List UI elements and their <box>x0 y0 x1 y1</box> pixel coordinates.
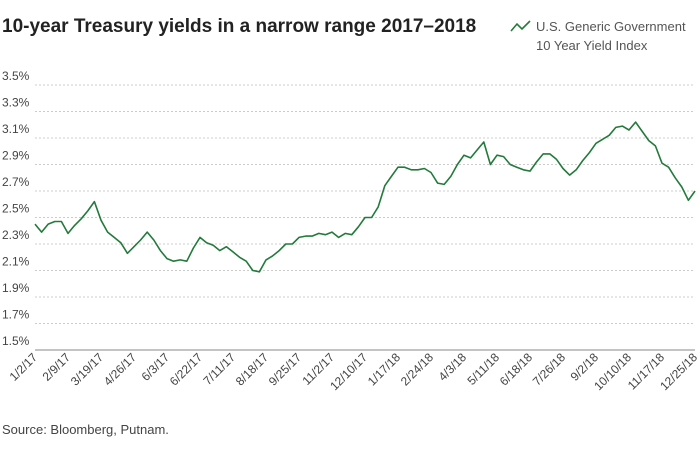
y-tick-label: 2.7% <box>2 175 30 189</box>
y-tick-label: 1.9% <box>2 281 30 295</box>
y-tick-label: 2.3% <box>2 228 30 242</box>
x-tick-label: 7/26/18 <box>530 350 568 388</box>
x-tick-label: 6/22/17 <box>167 350 205 388</box>
x-tick-label: 7/11/17 <box>201 350 239 388</box>
x-tick-label: 12/10/17 <box>327 350 370 393</box>
x-tick-label: 12/25/18 <box>657 350 700 393</box>
y-tick-label: 2.9% <box>2 149 30 163</box>
legend-icon <box>510 20 531 32</box>
series-line <box>34 121 696 273</box>
x-tick-label: 1/2/17 <box>7 350 41 384</box>
legend-label: U.S. Generic Government 10 Year Yield In… <box>536 19 686 53</box>
y-tick-label: 3.5% <box>2 69 30 83</box>
y-tick-label: 1.7% <box>2 308 30 322</box>
x-tick-label: 1/17/18 <box>365 350 403 388</box>
x-tick-label: 3/19/17 <box>68 350 106 388</box>
legend-swatch <box>510 20 531 32</box>
y-tick-label: 1.5% <box>2 334 30 348</box>
source-note: Source: Bloomberg, Putnam. <box>2 422 169 437</box>
y-tick-label: 3.1% <box>2 122 30 136</box>
x-tick-label: 2/24/18 <box>398 350 436 388</box>
x-tick-label: 6/18/18 <box>497 350 535 388</box>
chart-title: 10-year Treasury yields in a narrow rang… <box>2 16 477 37</box>
x-tick-label: 4/26/17 <box>101 350 139 388</box>
x-tick-label: 9/25/17 <box>266 350 304 388</box>
x-tick-label: 8/18/17 <box>233 350 271 388</box>
y-tick-label: 2.1% <box>2 255 30 269</box>
y-tick-label: 2.5% <box>2 202 30 216</box>
y-tick-label: 3.3% <box>2 96 30 110</box>
x-tick-label: 5/11/18 <box>465 350 503 388</box>
